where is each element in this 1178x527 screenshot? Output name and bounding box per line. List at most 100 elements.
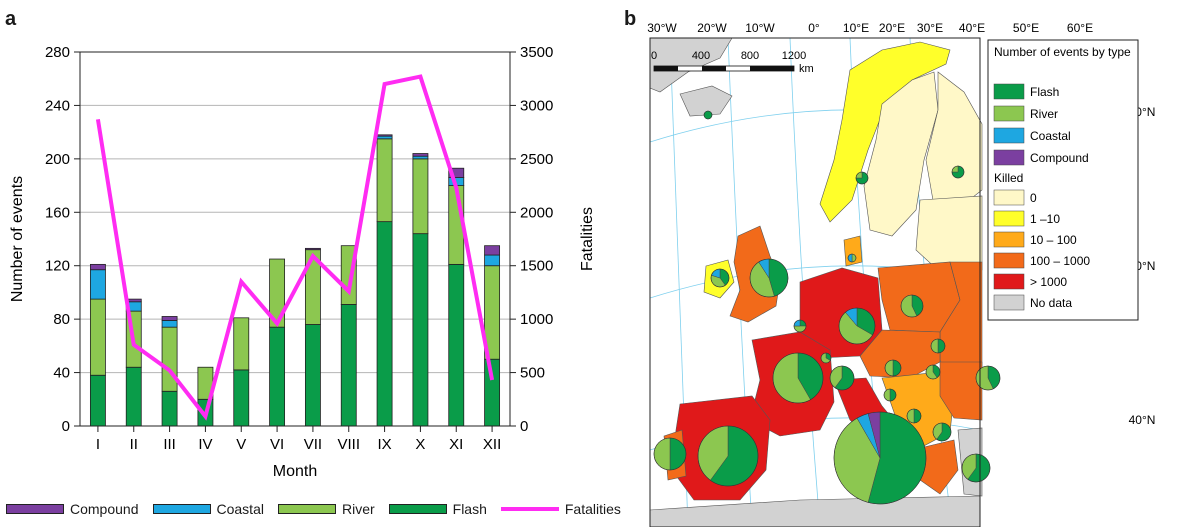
monthly-flood-events-chart: 0 40 80 120 160 200 240 280 0 500 1000 1500 2000 2500… <box>9 44 596 480</box>
bar-flash <box>412 233 429 427</box>
scale-bar-segment <box>702 66 726 71</box>
pie-outline <box>975 365 1001 391</box>
bar-flash <box>233 369 250 427</box>
compound-swatch <box>6 504 64 514</box>
x-tick-label: XII <box>483 436 501 453</box>
coastal-swatch <box>152 504 211 514</box>
bar-compound <box>448 167 465 178</box>
map-frame <box>649 37 981 527</box>
pie-outline <box>793 319 807 333</box>
bar-river <box>161 326 178 392</box>
country-norway <box>819 41 951 223</box>
pie-outline <box>772 352 824 404</box>
legend-item-river: River <box>277 501 375 517</box>
bar-compound <box>376 134 393 137</box>
longitude-label: 50°E <box>1013 21 1039 35</box>
y-tick-label: 80 <box>53 311 70 328</box>
legend-label-coastal: Coastal <box>216 501 264 517</box>
longitude-label: 60°E <box>1067 21 1093 35</box>
y2-tick-label: 1000 <box>520 311 553 328</box>
pie-outline <box>829 365 855 391</box>
pie-outline <box>855 171 869 185</box>
pie-outline <box>833 411 927 505</box>
latitude-label: 40°N <box>1129 413 1156 427</box>
event-type-swatch <box>993 83 1025 100</box>
pie-outline <box>838 307 876 345</box>
country-iceland <box>679 85 733 117</box>
bar-flash <box>161 390 178 427</box>
killed-class-label: > 1000 <box>1030 275 1067 289</box>
bar-compound <box>304 247 321 251</box>
pie-outline <box>930 338 946 354</box>
pie-outline <box>697 425 759 487</box>
y2-tick-label: 2500 <box>520 151 553 168</box>
flash-swatch <box>388 504 447 514</box>
x-tick-label: IV <box>198 436 212 453</box>
longitude-label: 0° <box>808 21 820 35</box>
plot-frame <box>79 51 511 427</box>
bar-compound <box>412 153 429 157</box>
bar-flash <box>340 304 357 427</box>
pie-outline <box>951 165 965 179</box>
bar-coastal <box>89 269 106 300</box>
scale-tick-label: 0 <box>651 50 657 62</box>
x-tick-label: X <box>415 436 425 453</box>
legend-item-compound: Compound <box>6 501 139 517</box>
y2-tick-label: 0 <box>520 418 528 435</box>
bar-flash <box>269 326 286 427</box>
event-type-label: Flash <box>1030 85 1059 99</box>
country-romania <box>939 361 983 421</box>
killed-class-swatch <box>993 210 1025 227</box>
scale-tick-label: 1200 <box>782 50 806 62</box>
bar-flash <box>125 366 142 427</box>
fatalities-line <box>95 74 495 421</box>
y-tick-label: 120 <box>45 258 70 275</box>
pie-outline <box>653 437 687 471</box>
x-tick-label: II <box>130 436 138 453</box>
pie-outline <box>925 364 941 380</box>
killed-class-swatch <box>993 252 1025 269</box>
bar-river <box>376 138 393 223</box>
longitude-label: 10°W <box>745 21 775 35</box>
y-tick-label: 40 <box>53 365 70 382</box>
y-tick-label: 0 <box>62 418 70 435</box>
event-type-label: River <box>1030 107 1058 121</box>
fatalities-line-swatch <box>500 507 559 511</box>
longitude-label: 30°E <box>917 21 943 35</box>
bar-river <box>412 158 429 235</box>
bar-coastal <box>412 155 429 160</box>
x-tick-label: IX <box>377 436 391 453</box>
bar-compound <box>484 245 501 256</box>
killed-class-label: 1 –10 <box>1030 212 1060 226</box>
pie-outline <box>749 258 789 298</box>
longitude-label: 20°E <box>879 21 905 35</box>
longitude-label: 20°W <box>697 21 727 35</box>
scale-bar-segment <box>750 66 794 71</box>
killed-legend-title: Killed <box>994 171 1023 185</box>
pie-outline <box>883 388 897 402</box>
x-tick-label: III <box>163 436 176 453</box>
pie-outline <box>820 352 832 364</box>
y2-tick-label: 3000 <box>520 97 553 114</box>
bar-flash <box>304 324 321 427</box>
scale-bar-segment <box>654 66 678 71</box>
event-type-swatch <box>993 105 1025 122</box>
legend-label-fatalities: Fatalities <box>564 501 621 517</box>
pie-outline <box>906 408 922 424</box>
pie-outline <box>932 422 952 442</box>
x-tick-label: VIII <box>337 436 360 453</box>
x-tick-label: VI <box>270 436 284 453</box>
europe-flood-map: 30°W 20°W 10°W 0° 10°E 20°E 30°E 40°E 50°E 60°E60… <box>647 21 1156 527</box>
pie-outline <box>710 268 730 288</box>
pie-outline <box>703 110 713 120</box>
bar-river <box>269 258 286 328</box>
y-tick-label: 280 <box>45 44 70 61</box>
event-type-swatch <box>993 149 1025 166</box>
river-swatch <box>277 504 336 514</box>
killed-class-swatch <box>993 294 1025 311</box>
event-type-swatch <box>993 127 1025 144</box>
bar-flash <box>448 263 465 427</box>
x-tick-label: XI <box>449 436 463 453</box>
legend-item-flash: Flash <box>388 501 487 517</box>
country-sweden <box>863 71 939 237</box>
